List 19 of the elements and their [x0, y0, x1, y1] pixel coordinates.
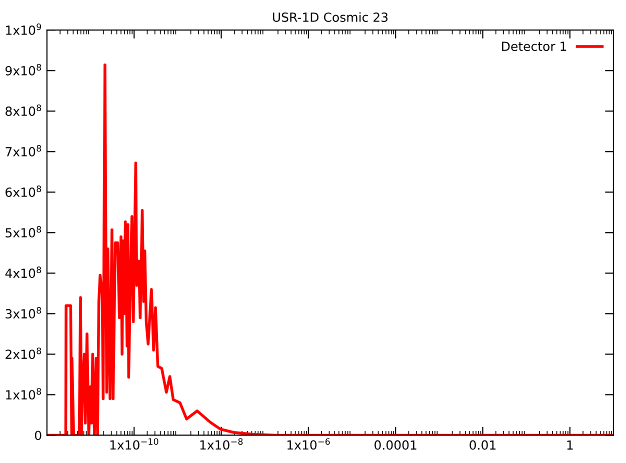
legend-label: Detector 1 — [502, 42, 566, 52]
y-tick-label: 7x10$^{8}$ — [6, 145, 42, 156]
y-tick-label: 1x10$^{8}$ — [6, 388, 42, 400]
y-tick-label: 4x10$^{8}$ — [5, 266, 42, 278]
x-tick-label: 0.01 — [470, 440, 496, 450]
x-tick-label: 1 — [567, 440, 573, 450]
x-tick-label: 1x10$^{−10}$ — [110, 438, 158, 450]
y-tick-label: 8x10$^{8}$ — [6, 104, 42, 116]
x-tick-label: 1x10$^{−6}$ — [287, 438, 330, 450]
y-tick-label: 5x10$^{8}$ — [6, 226, 42, 238]
x-tick-label: 0.0001 — [374, 440, 416, 450]
x-tick-label: 1x10$^{−8}$ — [200, 438, 243, 450]
y-tick-label: 3x10$^{8}$ — [6, 307, 42, 319]
y-tick-label: 1x10$^{9}$ — [6, 23, 42, 35]
y-tick-label: 9x10$^{8}$ — [6, 64, 42, 76]
y-tick-label: 6x10$^{8}$ — [6, 186, 42, 197]
chart-title: USR-1D Cosmic 23 — [272, 12, 388, 22]
y-tick-label: 2x10$^{8}$ — [6, 348, 42, 360]
y-tick-label: 0 — [34, 430, 42, 440]
